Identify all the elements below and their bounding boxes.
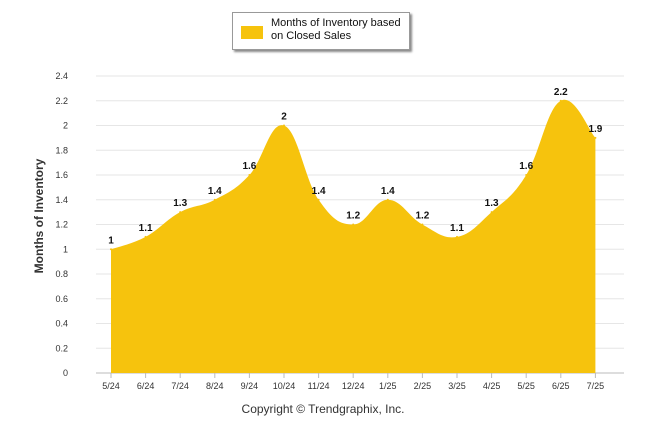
data-point[interactable] xyxy=(248,174,251,176)
data-label: 1.3 xyxy=(485,198,499,209)
y-tick-label: 1.4 xyxy=(55,195,68,205)
data-point[interactable] xyxy=(421,223,424,226)
y-tick-label: 0.2 xyxy=(55,343,68,353)
data-label: 2.2 xyxy=(554,87,568,98)
copyright-text: Copyright © Trendgraphix, Inc. xyxy=(241,402,405,416)
data-point[interactable] xyxy=(144,235,147,238)
data-point[interactable] xyxy=(594,136,597,139)
data-label: 1.1 xyxy=(450,223,464,234)
x-tick-label: 1/25 xyxy=(379,381,397,391)
y-tick-label: 1.8 xyxy=(55,145,68,155)
data-point[interactable] xyxy=(317,198,320,201)
data-label: 1.4 xyxy=(381,186,395,197)
data-label: 1.3 xyxy=(173,198,187,209)
data-label: 2 xyxy=(281,112,287,123)
x-tick-label: 3/25 xyxy=(448,381,466,391)
x-axis-ticks: 5/24 6/24 7/24 8/24 9/24 10/24 11/24 12/24 1/25 2… xyxy=(102,373,604,391)
data-point[interactable] xyxy=(213,198,216,201)
data-point[interactable] xyxy=(283,124,285,127)
y-tick-label: 0.8 xyxy=(55,269,68,279)
area-fill xyxy=(111,99,596,373)
data-label: 1.2 xyxy=(346,211,360,222)
data-labels: 1 1.1 1.3 1.4 1.6 2 1.4 1.2 1.4 1.2 1.1 1.3 1.6 2.2 1.… xyxy=(108,87,603,251)
data-label: 1.6 xyxy=(519,161,533,172)
data-point[interactable] xyxy=(525,174,528,176)
y-axis-title: Months of Inventory xyxy=(32,158,46,274)
y-tick-label: 2.4 xyxy=(55,71,68,81)
data-label: 1.2 xyxy=(415,211,429,222)
x-tick-label: 7/24 xyxy=(171,381,189,391)
y-tick-label: 2 xyxy=(63,121,68,131)
data-point[interactable] xyxy=(386,198,389,201)
x-tick-label: 5/25 xyxy=(517,381,535,391)
x-tick-label: 5/24 xyxy=(102,381,120,391)
x-tick-label: 7/25 xyxy=(587,381,605,391)
data-label: 1.9 xyxy=(588,124,602,135)
x-tick-label: 9/24 xyxy=(241,381,259,391)
x-tick-label: 8/24 xyxy=(206,381,224,391)
data-point[interactable] xyxy=(490,211,493,214)
x-tick-label: 2/25 xyxy=(414,381,432,391)
area-series xyxy=(111,99,596,373)
data-label: 1 xyxy=(108,235,114,246)
legend-label: Months of Inventory based on Closed Sale… xyxy=(271,17,401,42)
data-point[interactable] xyxy=(352,223,355,226)
y-axis-ticks: 0 0.2 0.4 0.6 0.8 1 1.2 1.4 1.6 1.8 2 2.2 2.4 xyxy=(55,71,68,378)
data-point[interactable] xyxy=(456,235,458,238)
x-tick-label: 6/24 xyxy=(137,381,155,391)
y-tick-label: 1 xyxy=(63,244,68,254)
data-label: 1.1 xyxy=(139,223,153,234)
legend[interactable]: Months of Inventory based on Closed Sale… xyxy=(232,12,410,50)
data-point[interactable] xyxy=(110,248,112,251)
y-tick-label: 1.2 xyxy=(55,220,68,230)
x-tick-label: 11/24 xyxy=(308,381,330,391)
y-tick-label: 0.4 xyxy=(55,319,68,329)
data-point[interactable] xyxy=(179,211,182,214)
data-label: 1.6 xyxy=(242,161,256,172)
data-label: 1.4 xyxy=(208,186,222,197)
x-tick-label: 4/25 xyxy=(483,381,501,391)
y-tick-label: 0 xyxy=(63,368,68,378)
x-tick-label: 6/25 xyxy=(552,381,570,391)
y-tick-label: 2.2 xyxy=(55,96,68,106)
x-tick-label: 10/24 xyxy=(273,381,296,391)
y-tick-label: 0.6 xyxy=(55,294,68,304)
y-tick-label: 1.6 xyxy=(55,170,68,180)
x-tick-label: 12/24 xyxy=(342,381,365,391)
data-point[interactable] xyxy=(559,99,562,102)
data-label: 1.4 xyxy=(312,186,326,197)
legend-swatch xyxy=(241,26,263,39)
